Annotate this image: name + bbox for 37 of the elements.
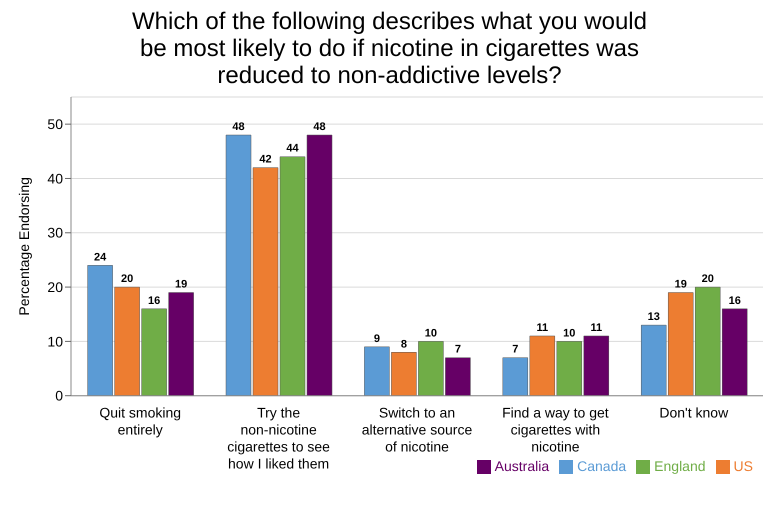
x-tick-label: Quit smoking entirely <box>99 404 182 438</box>
data-label: 10 <box>424 327 438 340</box>
data-label: 24 <box>94 251 108 264</box>
x-tick-label: Don't know <box>659 404 730 421</box>
x-tick-label: Find a way to get cigarettes with nicotine <box>502 404 609 455</box>
chart-title: Which of the following describes what you would be most likely to do if nicotine in cigarettes was reduced to non-addictive levels? <box>131 8 648 89</box>
legend-label: US <box>734 458 753 474</box>
data-label: 20 <box>120 273 134 286</box>
legend-label: Australia <box>494 458 550 474</box>
data-label: 42 <box>259 154 272 166</box>
y-axis-title: Percentage Endorsing <box>16 177 32 316</box>
data-label: 48 <box>313 121 326 134</box>
data-label: 8 <box>400 338 407 350</box>
data-label: 9 <box>374 332 380 345</box>
y-tick-label: 10 <box>47 333 64 350</box>
data-label: 7 <box>454 344 461 356</box>
data-label: 10 <box>563 327 576 340</box>
data-label: 44 <box>286 142 300 155</box>
data-label: 11 <box>536 322 548 334</box>
data-label: 13 <box>648 311 660 324</box>
data-label: 20 <box>702 273 714 286</box>
y-tick-label: 40 <box>47 170 64 186</box>
y-tick-label: 0 <box>55 388 64 404</box>
data-label: 16 <box>148 294 160 307</box>
data-label: 19 <box>174 278 188 291</box>
y-tick-label: 30 <box>47 224 64 241</box>
data-label: 7 <box>512 344 518 356</box>
y-tick-label: 50 <box>47 116 64 132</box>
data-label: 48 <box>232 121 245 134</box>
x-tick-label: Try the non-nicotine cigarettes to see how I liked them <box>227 404 330 472</box>
data-label: 16 <box>728 294 741 307</box>
data-label: 11 <box>590 322 602 334</box>
legend-label: England <box>654 458 706 474</box>
x-tick-label: Switch to an alternative source of nicotine <box>362 404 472 455</box>
y-tick-label: 20 <box>47 279 64 296</box>
data-label: 19 <box>674 278 687 291</box>
legend-label: Canada <box>577 458 626 474</box>
